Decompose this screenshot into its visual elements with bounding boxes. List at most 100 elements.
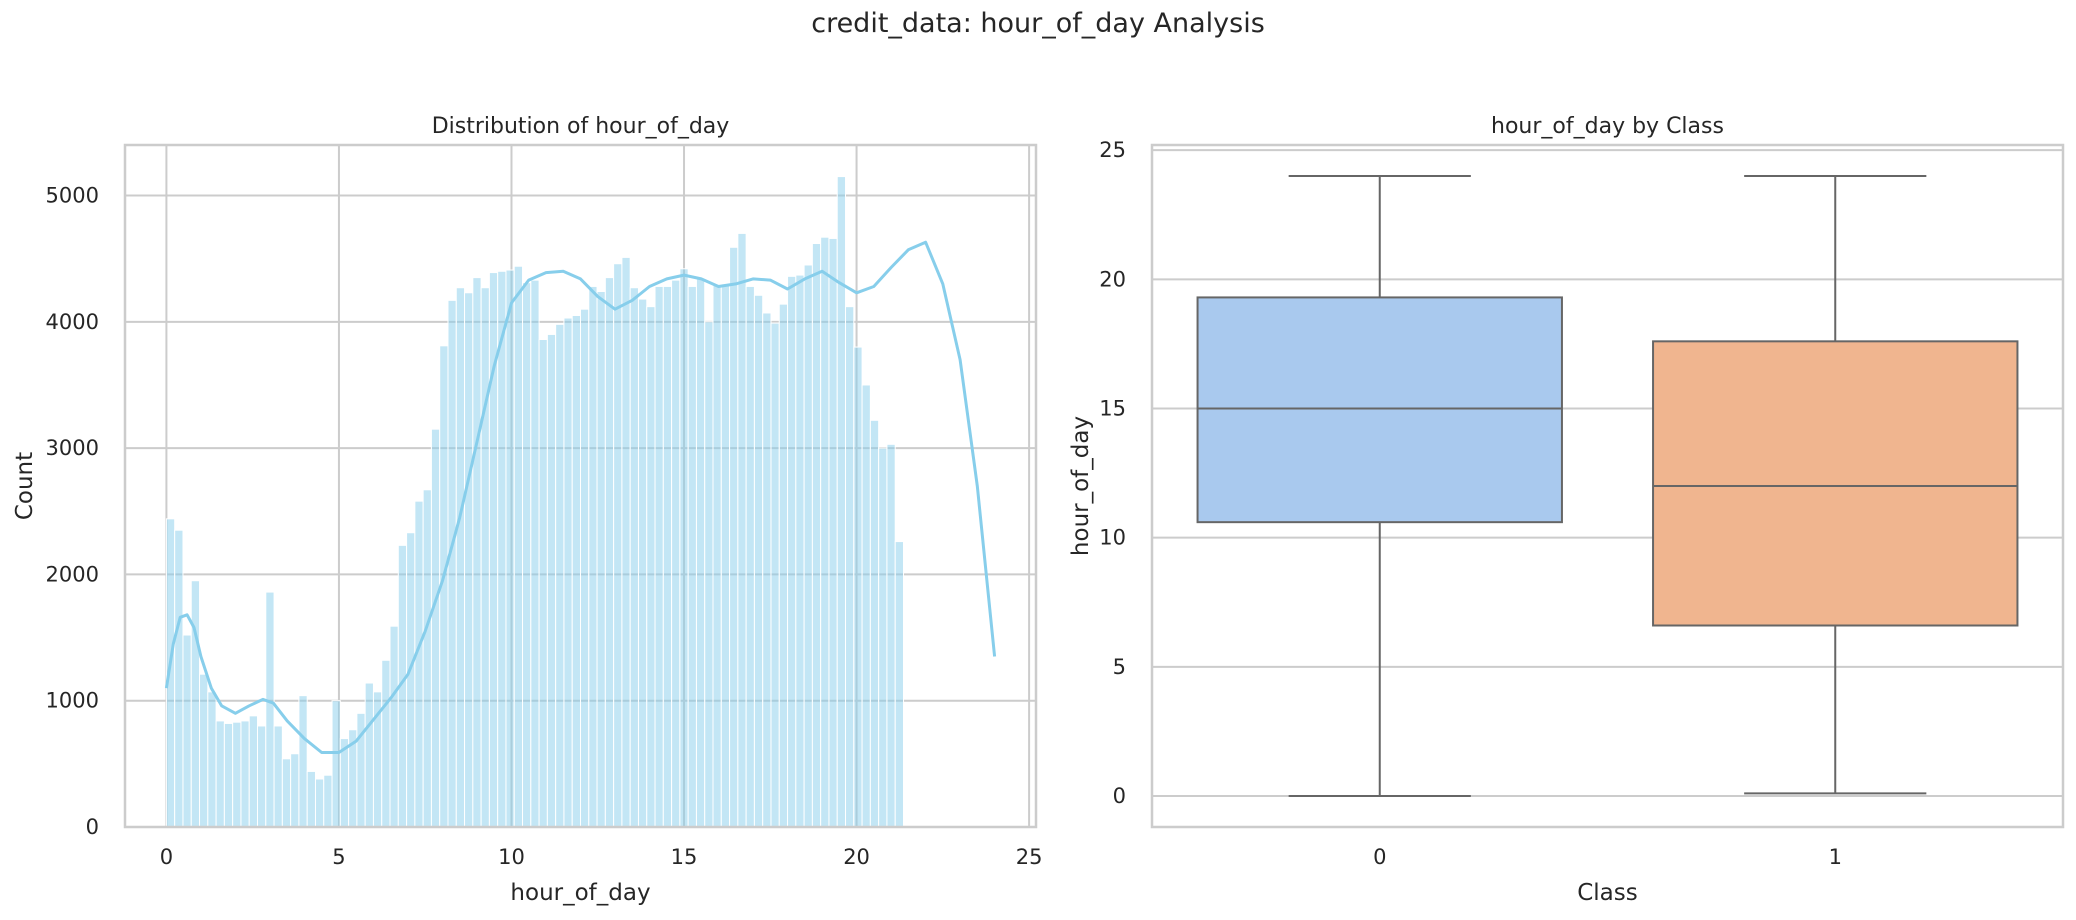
- y-tick-label: 0: [1113, 784, 1126, 808]
- histogram-bar: [671, 279, 681, 828]
- histogram-bar: [472, 277, 482, 828]
- histogram-bar: [265, 591, 275, 828]
- x-tick-label: 25: [1016, 845, 1043, 869]
- x-tick-label: 0: [1373, 845, 1386, 869]
- histogram-bar: [298, 695, 308, 828]
- x-tick-label: 0: [160, 845, 173, 869]
- histogram-bar: [778, 303, 789, 828]
- histogram-bar: [787, 275, 797, 828]
- histogram-bar: [811, 243, 822, 828]
- histogram-bar: [886, 443, 896, 828]
- histogram-bar: [331, 700, 341, 828]
- histogram-bar: [190, 580, 201, 828]
- histogram-bar: [464, 292, 474, 828]
- y-tick-label: 5000: [46, 184, 99, 208]
- histogram-frame: [123, 143, 1038, 829]
- histogram-bars: [165, 176, 904, 828]
- histogram-bar: [505, 269, 515, 828]
- histogram-bar: [555, 323, 565, 828]
- y-tick-label: 5: [1113, 655, 1126, 679]
- histogram-bar: [182, 634, 192, 828]
- x-tick-label: 15: [671, 845, 698, 869]
- histogram-bar: [232, 721, 242, 828]
- histogram-bar: [455, 287, 466, 828]
- histogram-bar: [704, 321, 714, 828]
- histogram-bar: [257, 725, 267, 828]
- histogram-kde: [164, 240, 997, 754]
- histogram-bar: [522, 282, 532, 828]
- histogram-bar: [894, 541, 904, 828]
- histogram-bar: [729, 246, 739, 828]
- histogram-bar: [314, 778, 325, 828]
- histogram-bar: [207, 691, 217, 828]
- histogram-bar: [737, 232, 747, 828]
- histogram-bar: [878, 447, 888, 828]
- histogram-bar: [820, 236, 830, 828]
- histogram-bar: [199, 673, 209, 828]
- box: [1196, 296, 1563, 524]
- histogram-bar: [538, 338, 548, 828]
- y-tick-label: 3000: [46, 436, 99, 460]
- histogram-bar: [530, 279, 540, 828]
- x-tick-label: 20: [843, 845, 870, 869]
- y-tick-label: 15: [1099, 397, 1126, 421]
- histogram-bar: [273, 725, 283, 828]
- histogram-bar: [364, 682, 374, 828]
- histogram-bar: [281, 758, 292, 828]
- y-tick-label: 0: [86, 815, 99, 839]
- histogram-bar: [571, 315, 582, 828]
- histogram-ticks: 0 5 10 15 20 25 0 1000 2000 3000 4000 5000: [46, 184, 1043, 869]
- histogram-bar: [720, 283, 731, 828]
- histogram-bar: [497, 270, 507, 828]
- histogram-bar: [604, 277, 615, 828]
- histogram-bar: [323, 774, 333, 828]
- kde-line: [164, 240, 997, 754]
- histogram-bar: [753, 294, 764, 828]
- histogram-x-label: hour_of_day: [510, 880, 650, 906]
- y-tick-label: 25: [1099, 138, 1126, 162]
- histogram-bar: [687, 285, 697, 828]
- histogram-bar: [580, 308, 590, 828]
- histogram-bar: [240, 720, 250, 828]
- y-tick-label: 10: [1099, 526, 1126, 550]
- histogram-bar: [563, 317, 573, 828]
- x-tick-label: 10: [498, 845, 525, 869]
- histogram-bar: [621, 256, 631, 828]
- y-tick-label: 4000: [46, 310, 99, 334]
- histogram-panel: 0 5 10 15 20 25 0 1000 2000 3000 4000 5000 Distribu…: [12, 114, 1042, 906]
- histogram-bar: [646, 306, 656, 828]
- histogram-bar: [414, 500, 424, 828]
- histogram-title: Distribution of hour_of_day: [432, 114, 730, 139]
- histogram-bar: [629, 287, 639, 828]
- histogram-bar: [662, 285, 673, 828]
- boxplot-axes-frame: [1150, 143, 2065, 829]
- boxplot-x-label: Class: [1577, 880, 1638, 906]
- histogram-bar: [770, 322, 780, 828]
- histogram-bar: [248, 715, 259, 828]
- histogram-bar: [745, 285, 755, 828]
- histogram-bar: [406, 532, 416, 828]
- histogram-bar: [869, 419, 880, 828]
- histogram-bar: [447, 299, 457, 828]
- histogram-bar: [381, 659, 391, 828]
- boxplot-frame: [1150, 143, 2065, 829]
- histogram-bar: [695, 278, 706, 828]
- x-tick-label: 5: [332, 845, 345, 869]
- histogram-bar: [389, 625, 399, 828]
- histogram-bar: [422, 489, 432, 828]
- y-tick-label: 1000: [46, 689, 99, 713]
- histogram-axes-frame: [123, 143, 1038, 829]
- box: [1652, 340, 2019, 627]
- histogram-bar: [795, 274, 805, 828]
- histogram-bar: [613, 263, 623, 828]
- histogram-bar: [836, 176, 847, 828]
- boxplot-y-label: hour_of_day: [1068, 416, 1094, 556]
- histogram-bar: [215, 720, 225, 828]
- x-tick-label: 1: [1829, 845, 1842, 869]
- histogram-bar: [290, 753, 300, 828]
- histogram-bar: [637, 298, 648, 828]
- histogram-bar: [679, 268, 689, 828]
- histogram-bar: [712, 284, 722, 828]
- histogram-bar: [803, 264, 813, 828]
